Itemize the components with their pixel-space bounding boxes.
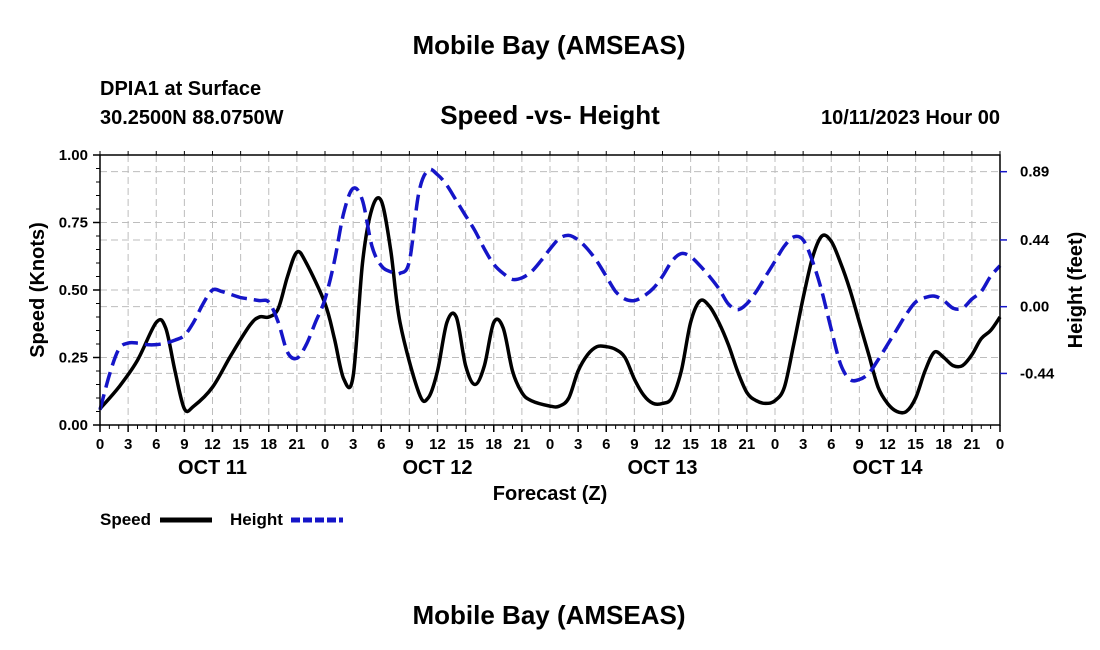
x-tick-label: 0 — [996, 436, 1004, 453]
station-label: DPIA1 at Surface — [100, 78, 261, 100]
series-line-speed — [98, 196, 1002, 415]
x-tick-label: 3 — [349, 436, 357, 453]
series-layer — [98, 167, 1002, 415]
x-day-label: OCT 13 — [627, 457, 697, 479]
x-tick-label: 21 — [514, 436, 531, 453]
chart-subtitle: Speed -vs- Height — [440, 100, 660, 130]
y-right-tick-label: -0.44 — [1020, 365, 1055, 382]
x-tick-label: 15 — [457, 436, 474, 453]
x-axis-label: Forecast (Z) — [493, 483, 607, 505]
x-tick-label: 9 — [180, 436, 188, 453]
x-tick-label: 6 — [152, 436, 160, 453]
x-tick-label: 12 — [654, 436, 671, 453]
x-tick-label: 12 — [429, 436, 446, 453]
x-tick-label: 9 — [405, 436, 413, 453]
y-left-tick-label: 0.25 — [59, 350, 88, 367]
x-tick-label: 21 — [739, 436, 756, 453]
x-tick-label: 0 — [96, 436, 104, 453]
x-tick-label: 21 — [289, 436, 306, 453]
y-right-tick-label: 0.00 — [1020, 299, 1049, 316]
series-line-height — [98, 167, 1002, 411]
x-tick-label: 0 — [321, 436, 329, 453]
grid-lines — [100, 155, 1000, 425]
x-tick-label: 9 — [630, 436, 638, 453]
chart-main-title: Mobile Bay (AMSEAS) — [412, 30, 685, 60]
y-right-tick-label: 0.44 — [1020, 232, 1050, 249]
x-tick-label: 12 — [879, 436, 896, 453]
legend: Speed Height — [100, 510, 343, 529]
bottom-chart-title: Mobile Bay (AMSEAS) — [412, 600, 685, 630]
axes: 0 3 6 9 12 15 18 21 0 3 6 9 12 15 18 21 0 3 6 9 12 15 18 21 0 3 6 9… — [59, 147, 1055, 479]
x-tick-label: 18 — [710, 436, 727, 453]
x-tick-label: 18 — [485, 436, 502, 453]
legend-height-label: Height — [230, 510, 283, 529]
station-coords: 30.2500N 88.0750W — [100, 107, 284, 129]
y-left-tick-label: 0.75 — [59, 215, 88, 232]
x-tick-label: 3 — [124, 436, 132, 453]
forecast-datetime: 10/11/2023 Hour 00 — [821, 107, 1000, 129]
x-tick-label: 15 — [232, 436, 249, 453]
x-tick-label: 6 — [602, 436, 610, 453]
x-tick-label: 3 — [574, 436, 582, 453]
y-right-tick-label: 0.89 — [1020, 164, 1049, 181]
x-day-label: OCT 14 — [852, 457, 923, 479]
x-day-label: OCT 12 — [402, 457, 472, 479]
legend-speed-label: Speed — [100, 510, 151, 529]
y-axis-right-label: Height (feet) — [1065, 232, 1087, 349]
x-tick-label: 18 — [935, 436, 952, 453]
x-tick-label: 12 — [204, 436, 221, 453]
x-tick-label: 18 — [260, 436, 277, 453]
x-tick-label: 15 — [682, 436, 699, 453]
x-tick-label: 15 — [907, 436, 924, 453]
x-tick-label: 6 — [827, 436, 835, 453]
x-tick-label: 0 — [546, 436, 554, 453]
y-left-tick-label: 0.50 — [59, 282, 88, 299]
x-tick-label: 21 — [964, 436, 981, 453]
x-tick-label: 0 — [771, 436, 779, 453]
x-tick-label: 9 — [855, 436, 863, 453]
y-left-tick-label: 0.00 — [59, 417, 88, 434]
x-tick-label: 6 — [377, 436, 385, 453]
x-day-label: OCT 11 — [178, 457, 247, 479]
y-left-tick-label: 1.00 — [59, 147, 88, 164]
y-axis-left-label: Speed (Knots) — [27, 222, 49, 358]
x-tick-label: 3 — [799, 436, 807, 453]
